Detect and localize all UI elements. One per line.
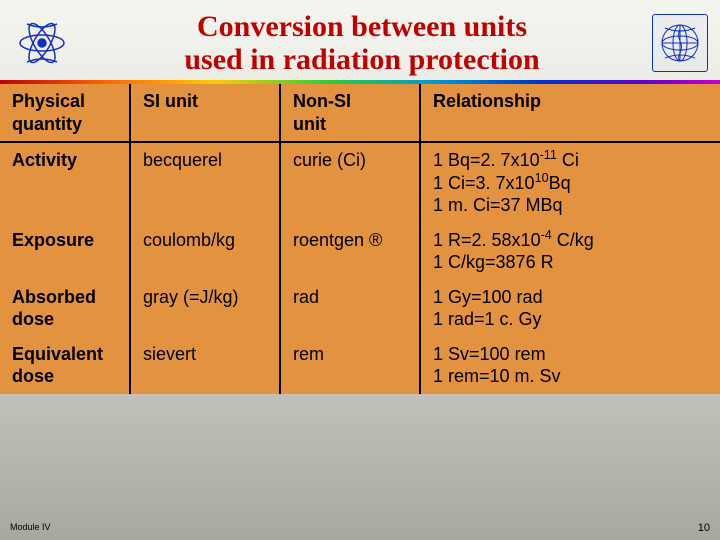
table-header-row: Physicalquantity SI unit Non-SIunit Rela… bbox=[0, 84, 720, 142]
table-body: Activitybecquerelcurie (Ci)1 Bq=2. 7x10-… bbox=[0, 142, 720, 394]
conversion-table: Physicalquantity SI unit Non-SIunit Rela… bbox=[0, 84, 720, 394]
cell-si: coulomb/kg bbox=[130, 223, 280, 280]
relationship-line: 1 rem=10 m. Sv bbox=[433, 366, 561, 386]
cell-nonsi: rad bbox=[280, 280, 420, 337]
conversion-table-container: Physicalquantity SI unit Non-SIunit Rela… bbox=[0, 84, 720, 394]
cell-nonsi: roentgen ® bbox=[280, 223, 420, 280]
table-row: Exposurecoulomb/kgroentgen ®1 R=2. 58x10… bbox=[0, 223, 720, 280]
footer-module-label: Module IV bbox=[10, 522, 51, 532]
col-header-nonsi: Non-SIunit bbox=[280, 84, 420, 142]
cell-nonsi: rem bbox=[280, 337, 420, 394]
col-header-quantity: Physicalquantity bbox=[0, 84, 130, 142]
table-row: Equivalentdosesievertrem1 Sv=100 rem1 re… bbox=[0, 337, 720, 394]
cell-relationship: 1 R=2. 58x10-4 C/kg1 C/kg=3876 R bbox=[420, 223, 720, 280]
iaea-logo bbox=[12, 14, 72, 72]
col-header-relationship: Relationship bbox=[420, 84, 720, 142]
cell-nonsi: curie (Ci) bbox=[280, 142, 420, 223]
cell-quantity: Equivalentdose bbox=[0, 337, 130, 394]
col-header-si: SI unit bbox=[130, 84, 280, 142]
cell-relationship: 1 Bq=2. 7x10-11 Ci 1 Ci=3. 7x1010Bq1 m. C… bbox=[420, 142, 720, 223]
cell-si: gray (=J/kg) bbox=[130, 280, 280, 337]
relationship-line: 1 C/kg=3876 R bbox=[433, 252, 554, 272]
relationship-line: 1 rad=1 c. Gy bbox=[433, 309, 542, 329]
cell-quantity: Exposure bbox=[0, 223, 130, 280]
cell-si: becquerel bbox=[130, 142, 280, 223]
cell-relationship: 1 Sv=100 rem1 rem=10 m. Sv bbox=[420, 337, 720, 394]
relationship-line: 1 Gy=100 rad bbox=[433, 287, 543, 307]
cell-relationship: 1 Gy=100 rad1 rad=1 c. Gy bbox=[420, 280, 720, 337]
table-row: Activitybecquerelcurie (Ci)1 Bq=2. 7x10-… bbox=[0, 142, 720, 223]
cell-quantity: Absorbeddose bbox=[0, 280, 130, 337]
relationship-line: 1 m. Ci=37 MBq bbox=[433, 195, 563, 215]
title-line-1: Conversion between units bbox=[197, 10, 527, 43]
table-row: Absorbeddosegray (=J/kg)rad1 Gy=100 rad1… bbox=[0, 280, 720, 337]
title-line-2: used in radiation protection bbox=[184, 43, 539, 76]
cell-si: sievert bbox=[130, 337, 280, 394]
header: Conversion between units used in radiati… bbox=[0, 0, 720, 78]
cell-quantity: Activity bbox=[0, 142, 130, 223]
relationship-line: 1 Ci=3. 7x1010Bq bbox=[433, 173, 571, 193]
relationship-line: 1 Sv=100 rem bbox=[433, 344, 546, 364]
relationship-line: 1 Bq=2. 7x10-11 Ci bbox=[433, 150, 579, 170]
page-title: Conversion between units used in radiati… bbox=[72, 8, 652, 78]
relationship-line: 1 R=2. 58x10-4 C/kg bbox=[433, 230, 594, 250]
who-logo bbox=[652, 14, 708, 72]
footer-page-number: 10 bbox=[698, 522, 710, 534]
